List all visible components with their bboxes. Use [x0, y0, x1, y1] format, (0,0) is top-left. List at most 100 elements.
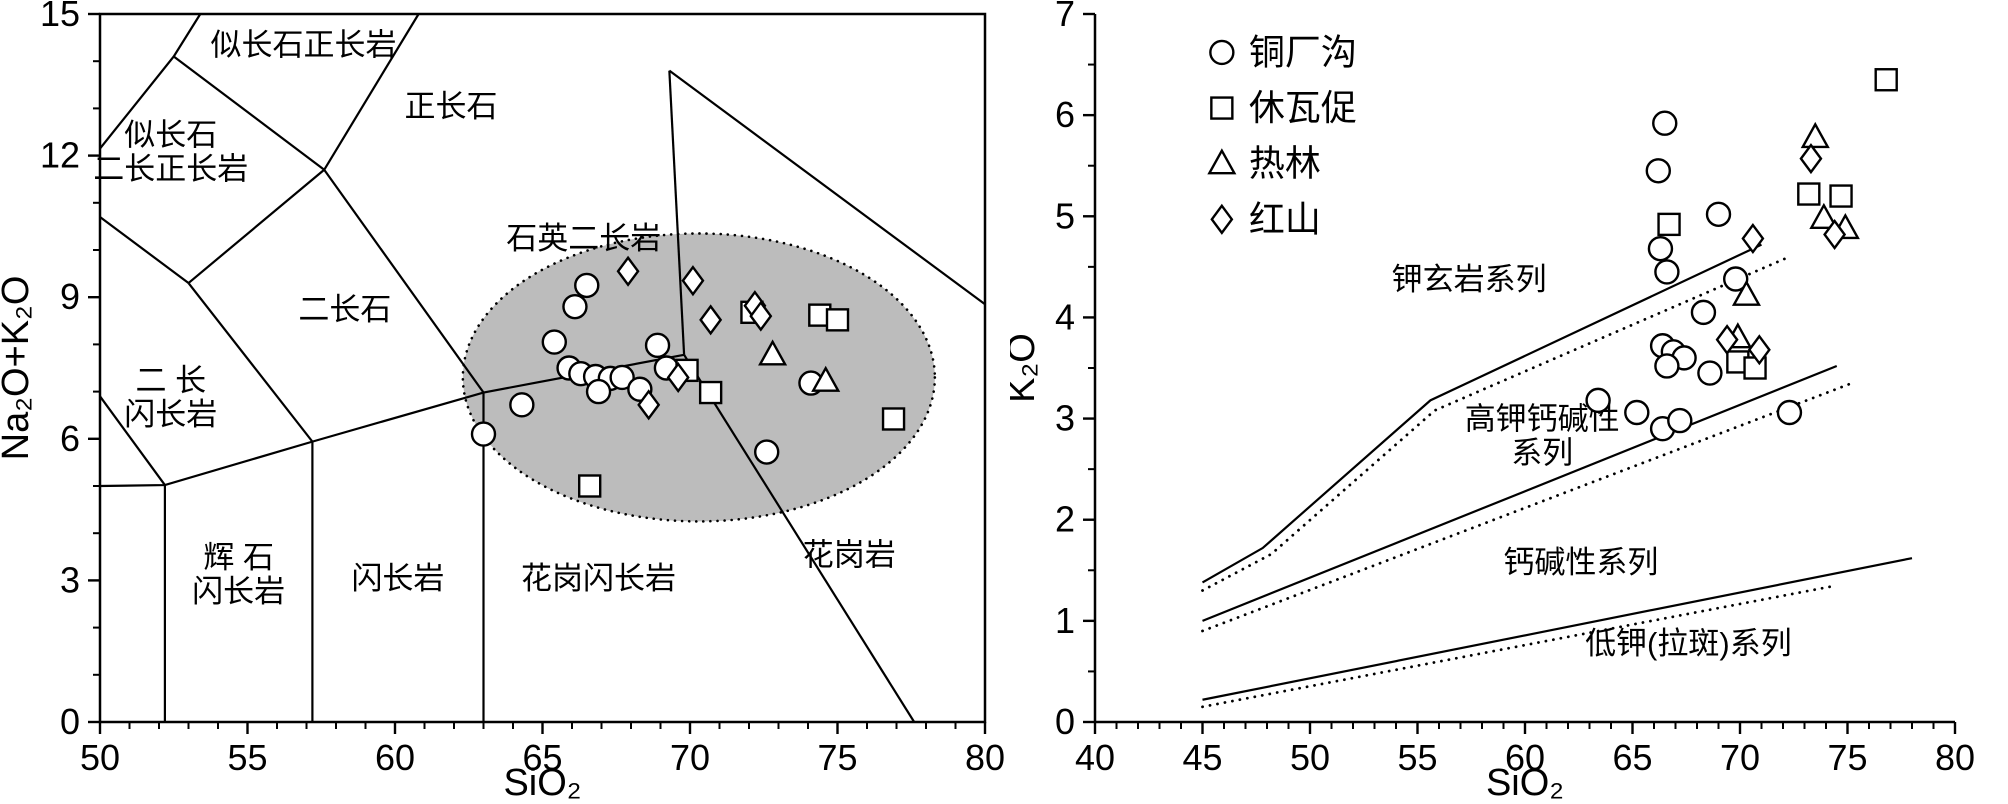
data-point-circle [585, 378, 612, 405]
data-point-square [578, 474, 602, 498]
x-tick-label: 80 [965, 737, 1005, 778]
data-point-circle [1652, 110, 1678, 136]
x-tick-label: 60 [1505, 737, 1545, 778]
data-point-circle [541, 329, 567, 355]
data-point-square [881, 407, 906, 431]
data-point-circle [562, 293, 588, 320]
data-point-diamond [1741, 223, 1765, 255]
x-tick-label: 65 [522, 737, 562, 778]
data-point-square [698, 380, 723, 405]
series-triangle [758, 339, 841, 392]
boundary-line [173, 55, 325, 171]
y-tick-label: 3 [1055, 398, 1075, 439]
field-label: 辉 石 [203, 540, 274, 575]
k2o-sio2-diagram: 40 45 50 55 60 65 70 75 8001234567钾玄岩系列高钾钙碱性系列钙碱… [1010, 0, 1975, 804]
field-label: 似长石正长岩 [211, 28, 397, 63]
y-tick-label: 6 [60, 418, 80, 459]
y-axis-title: K₂O [1010, 333, 1043, 403]
y-tick-label: 12 [40, 135, 80, 176]
data-point-circle [644, 332, 671, 359]
field-boundaries [99, 13, 986, 723]
x-tick-label: 55 [227, 737, 267, 778]
data-point-circle [1209, 39, 1235, 66]
field-label: 闪长岩 [192, 574, 285, 609]
y-tick-label: 9 [60, 276, 80, 317]
data-point-diamond [1210, 203, 1234, 235]
data-point-diamond [681, 265, 705, 297]
data-point-circle [574, 272, 600, 299]
x-tick-label: 60 [375, 737, 415, 778]
y-tick-label: 6 [1055, 94, 1075, 135]
field-boundaries [1201, 243, 1913, 709]
data-point-circle [1697, 360, 1723, 386]
boundary-line [99, 395, 166, 486]
x-tick-label: 75 [1827, 737, 1867, 778]
series-triangle [1723, 121, 1860, 349]
y-tick-label: 3 [60, 559, 80, 600]
y-axis-title: Na₂O+K₂O [0, 276, 37, 461]
data-point-diamond [1799, 143, 1823, 175]
y-tick-label: 0 [60, 701, 80, 742]
series-circle [1585, 110, 1803, 442]
boundary-line [187, 168, 325, 284]
data-point-diamond [749, 300, 773, 332]
data-point-circle [1624, 399, 1650, 426]
x-tick-label: 50 [80, 737, 120, 778]
data-point-circle [754, 439, 780, 465]
field-label: 二长正长岩 [93, 151, 248, 186]
series-boundary-solid [1202, 557, 1913, 701]
series-boundary-dashed [1201, 255, 1791, 592]
y-tick-label: 1 [1055, 600, 1075, 641]
boundary-line [683, 354, 916, 723]
series-boundary-solid [1201, 243, 1762, 584]
data-point-triangle [1207, 148, 1237, 175]
data-point-circle [1705, 201, 1732, 227]
data-point-triangle [1800, 121, 1830, 149]
x-axis-title: SiO₂ [503, 762, 581, 804]
x-tick-label: 70 [670, 737, 710, 778]
axes: 50 55 60 65 70 75 80 0 3 6 9 12 15 [40, 0, 1005, 778]
data-point-diamond [616, 255, 640, 287]
legend-label: 铜厂沟 [1249, 31, 1357, 72]
data-point-square [1874, 68, 1898, 92]
field-label: 石英二长岩 [506, 221, 661, 256]
data-point-triangle [1731, 279, 1761, 306]
data-point-diamond [1747, 334, 1771, 366]
field-label: 闪长岩 [124, 397, 217, 432]
x-tick-label: 55 [1397, 737, 1437, 778]
data-point-circle [1723, 266, 1749, 292]
data-point-circle [609, 364, 635, 391]
data-point-square [1210, 96, 1234, 120]
x-tick-label: 70 [1720, 737, 1760, 778]
field-label: 钙碱性系列 [1503, 545, 1658, 580]
data-point-diamond [1823, 218, 1847, 251]
boundary-line [323, 169, 485, 394]
field-label: 似长石 [124, 117, 217, 152]
series-diamond [616, 255, 773, 421]
data-point-circle [1654, 259, 1680, 285]
y-tick-label: 5 [1055, 195, 1075, 236]
series-square [1657, 68, 1898, 380]
field-label: 花岗闪长岩 [521, 561, 676, 596]
x-tick-label: 45 [1182, 737, 1222, 778]
field-label: 正长石 [405, 89, 498, 124]
data-point-diamond [637, 389, 661, 421]
field-label: 钾玄岩系列 [1392, 262, 1547, 297]
data-point-square [1829, 184, 1853, 208]
x-tick-label: 75 [817, 737, 857, 778]
data-point-diamond [699, 304, 723, 336]
field-label: 二长石 [298, 292, 391, 327]
data-point-square [1657, 212, 1681, 237]
series-diamond [1715, 143, 1847, 366]
field-label: 低钾(拉斑)系列 [1585, 626, 1792, 661]
data-point-circle [1667, 407, 1693, 434]
data-point-square [825, 308, 850, 332]
field-label: 闪长岩 [351, 561, 444, 596]
y-tick-label: 2 [1055, 499, 1075, 540]
legend-label: 红山 [1249, 198, 1321, 239]
boundary-line [187, 282, 314, 443]
boundary-line [99, 13, 202, 150]
